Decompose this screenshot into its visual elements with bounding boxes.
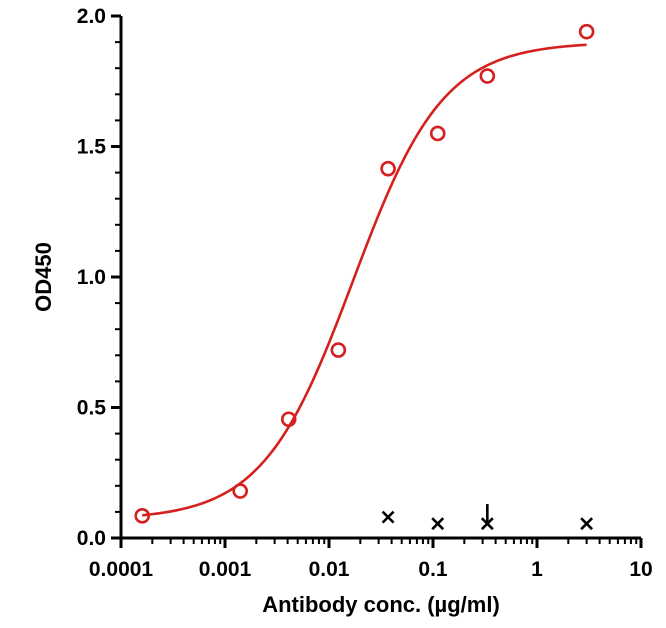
control-point bbox=[480, 517, 494, 531]
control-point-stroke bbox=[580, 517, 594, 531]
major-ticks bbox=[111, 14, 643, 548]
x-tick-label: 0.1 bbox=[418, 558, 448, 581]
x-tick-label: 0.0001 bbox=[89, 558, 154, 581]
data-points bbox=[134, 23, 595, 524]
control-point-stroke bbox=[431, 517, 445, 531]
data-point bbox=[479, 68, 496, 84]
data-point bbox=[134, 508, 151, 524]
x-tick-label: 0.001 bbox=[199, 558, 252, 581]
control-point bbox=[580, 517, 594, 531]
data-point bbox=[429, 125, 446, 142]
data-point bbox=[578, 23, 595, 40]
data-point bbox=[232, 483, 248, 499]
tick-labels: 0.0 0.5 1.0 1.5 2.0 0.0001 0.001 0.01 0.1 1 10 bbox=[77, 5, 653, 581]
x-tick-label: 1 bbox=[531, 558, 543, 581]
control-point-stroke bbox=[480, 517, 494, 531]
control-points bbox=[381, 504, 594, 531]
data-point bbox=[380, 160, 396, 177]
y-tick-label: 0.0 bbox=[77, 527, 106, 550]
x-axis-title: Antibody conc. (µg/ml) bbox=[262, 592, 500, 617]
control-point-stroke bbox=[381, 510, 395, 524]
minor-ticks bbox=[115, 41, 638, 544]
control-point bbox=[431, 517, 445, 531]
y-tick-label: 1.5 bbox=[77, 136, 107, 159]
y-tick-label: 0.5 bbox=[77, 397, 107, 420]
data-point bbox=[330, 342, 347, 358]
y-axis-title: OD450 bbox=[31, 242, 56, 312]
x-tick-label: 0.01 bbox=[309, 558, 350, 581]
axes bbox=[119, 16, 641, 540]
y-tick-label: 1.0 bbox=[77, 266, 106, 289]
fit-curve bbox=[142, 43, 587, 517]
data-point bbox=[280, 411, 297, 428]
y-tick-label: 2.0 bbox=[77, 5, 106, 28]
control-point bbox=[381, 510, 395, 524]
x-tick-label: 10 bbox=[629, 558, 652, 581]
